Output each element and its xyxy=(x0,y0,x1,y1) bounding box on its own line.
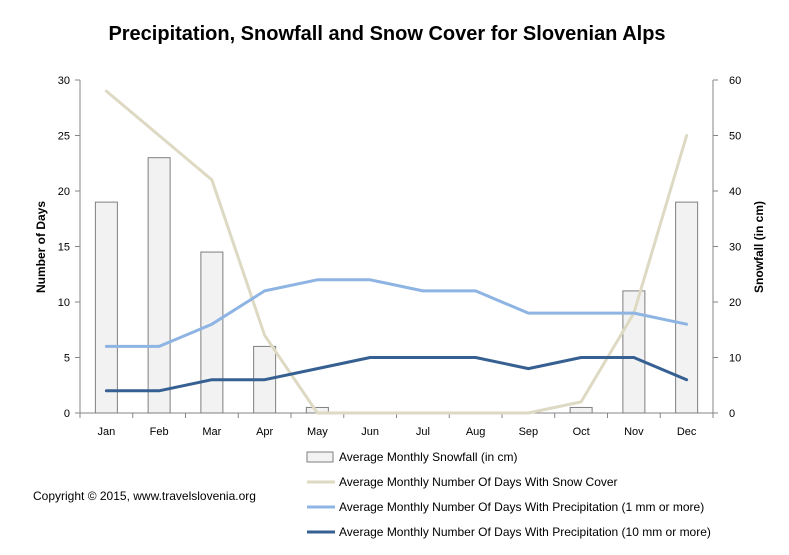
y-tick-label: 30 xyxy=(58,75,70,87)
snowfall-bar xyxy=(675,201,699,414)
series-line xyxy=(104,89,689,415)
x-tick-label: Jul xyxy=(416,426,430,438)
snowfall-bar xyxy=(200,251,224,414)
x-tick-label: Jan xyxy=(98,426,116,438)
y2-tick-label: 20 xyxy=(729,297,741,309)
x-tick-label: May xyxy=(307,426,328,438)
x-tick-label: Sep xyxy=(519,426,539,438)
y-tick-label: 0 xyxy=(64,408,70,420)
y2-tick-label: 50 xyxy=(729,131,741,143)
y2-axis-title: Snowfall (in cm) xyxy=(752,201,766,293)
x-tick-label: Feb xyxy=(150,426,169,438)
y2-tick-label: 60 xyxy=(729,75,741,87)
snowfall-bar xyxy=(147,157,171,414)
y-tick-label: 15 xyxy=(58,242,70,254)
y2-tick-label: 40 xyxy=(729,186,741,198)
y-tick-label: 5 xyxy=(64,353,70,365)
y-tick-label: 25 xyxy=(58,131,70,143)
legend-swatch xyxy=(306,451,334,463)
series-line xyxy=(104,356,689,393)
snowfall-bar xyxy=(569,406,593,414)
legend-label: Average Monthly Number Of Days With Prec… xyxy=(339,525,711,539)
chart-title: Precipitation, Snowfall and Snow Cover f… xyxy=(108,23,665,45)
y-tick-label: 10 xyxy=(58,297,70,309)
legend-label: Average Monthly Number Of Days With Snow… xyxy=(339,475,618,489)
x-tick-label: Mar xyxy=(202,426,221,438)
legend-label: Average Monthly Number Of Days With Prec… xyxy=(339,500,704,514)
x-tick-label: Aug xyxy=(466,426,486,438)
x-tick-label: Oct xyxy=(573,426,590,438)
copyright-text: Copyright © 2015, www.travelslovenia.org xyxy=(33,489,256,503)
x-tick-label: Jun xyxy=(361,426,379,438)
x-tick-label: Dec xyxy=(677,426,697,438)
snowfall-bar xyxy=(94,201,118,414)
y-tick-label: 20 xyxy=(58,186,70,198)
y-axis-title: Number of Days xyxy=(34,201,48,293)
y2-tick-label: 30 xyxy=(729,242,741,254)
series-line xyxy=(104,278,689,348)
x-tick-label: Nov xyxy=(624,426,644,438)
y2-tick-label: 0 xyxy=(729,408,735,420)
y2-tick-label: 10 xyxy=(729,353,741,365)
x-tick-label: Apr xyxy=(256,426,273,438)
legend-label: Average Monthly Snowfall (in cm) xyxy=(339,450,518,464)
